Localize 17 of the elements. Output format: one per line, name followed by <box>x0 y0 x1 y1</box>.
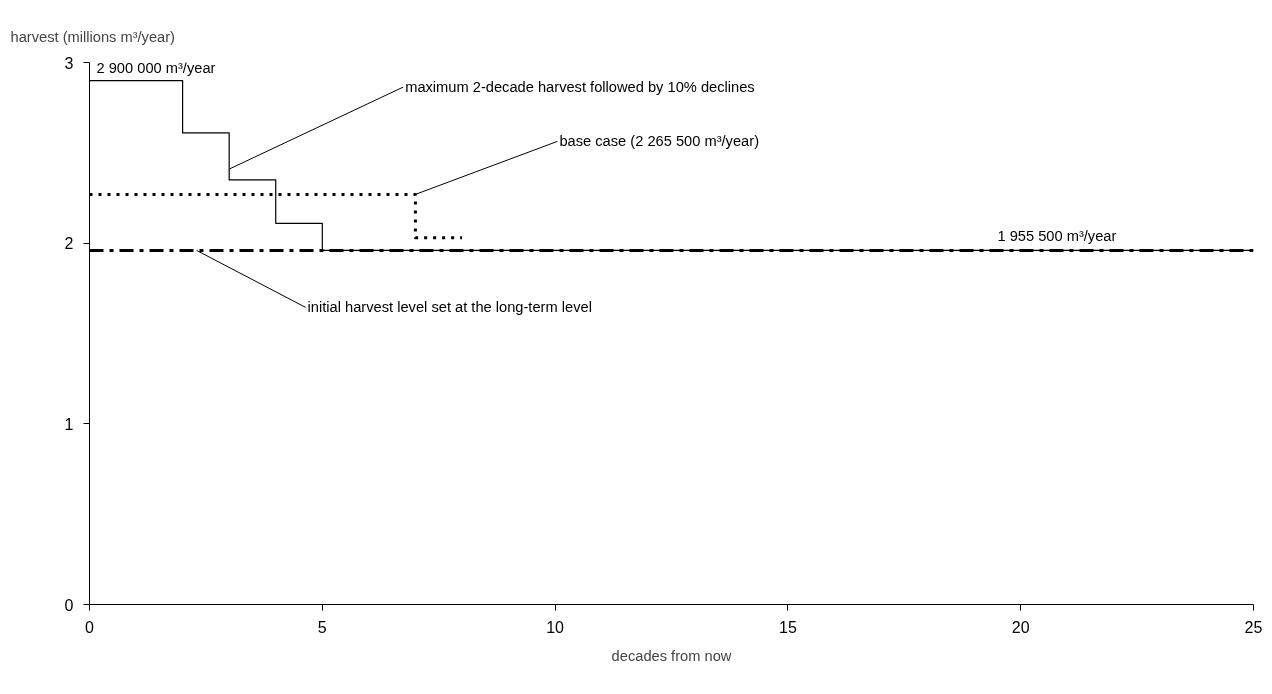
y-tick-label: 0 <box>64 596 74 614</box>
x-tick-label: 0 <box>85 618 95 636</box>
annotation: base case (2 265 500 m³/year) <box>559 133 760 150</box>
y-tick-label: 3 <box>64 54 74 72</box>
annotation: maximum 2-decade harvest followed by 10% declines <box>405 79 755 96</box>
x-tick-label: 5 <box>317 618 327 636</box>
x-tick-label: 20 <box>1011 618 1030 636</box>
y-tick-label: 2 <box>64 235 74 253</box>
y-axis-title: harvest (millions m³/year) <box>10 28 176 45</box>
annotation: initial harvest level set at the long-term level <box>307 299 592 316</box>
annotation: 2 900 000 m³/year <box>96 59 216 76</box>
x-tick-label: 25 <box>1244 618 1263 636</box>
y-tick-label: 1 <box>64 415 74 433</box>
x-axis-title: decades from now <box>611 647 732 664</box>
x-tick-label: 10 <box>546 618 565 636</box>
annotation: 1 955 500 m³/year <box>997 228 1117 245</box>
x-tick-label: 15 <box>779 618 797 636</box>
